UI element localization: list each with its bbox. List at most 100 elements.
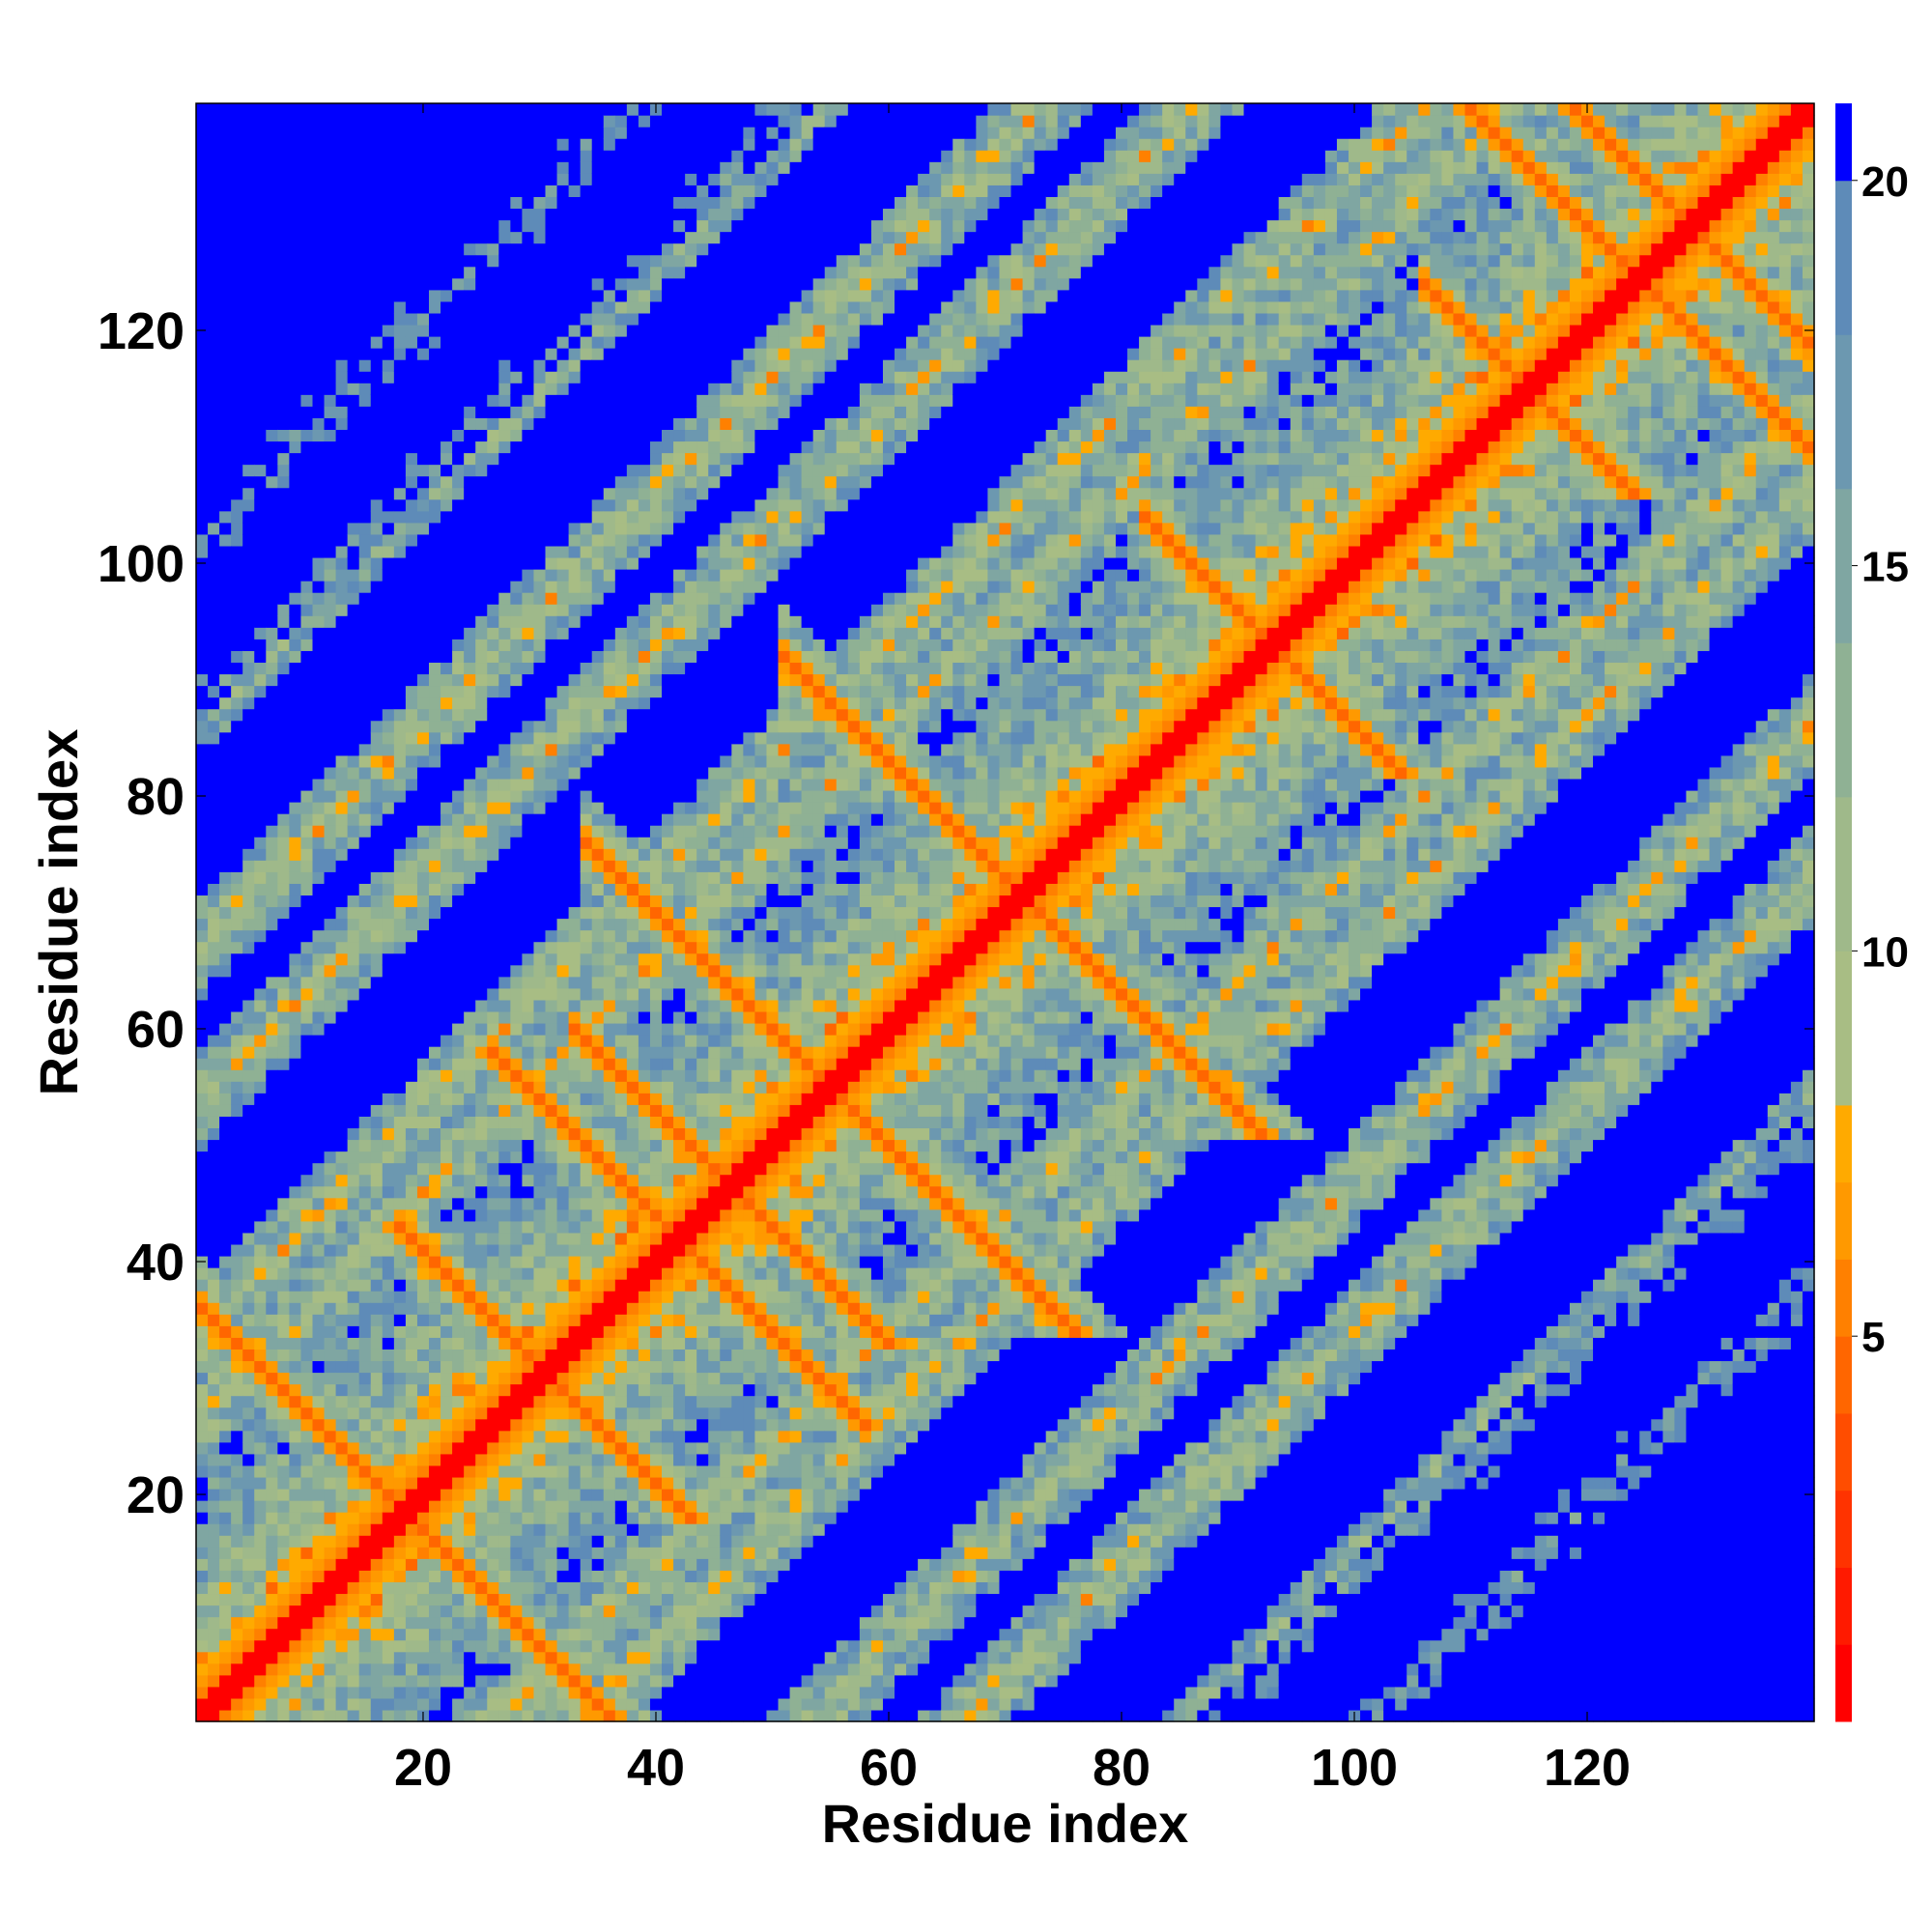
heatmap-cell — [289, 871, 302, 884]
heatmap-cell — [242, 498, 255, 512]
heatmap-cell — [510, 1581, 524, 1595]
heatmap-cell — [231, 1302, 243, 1315]
heatmap-cell — [370, 883, 384, 896]
heatmap-cell — [347, 825, 360, 838]
heatmap-cell — [498, 1010, 511, 1024]
heatmap-cell — [347, 300, 360, 314]
heatmap-cell — [429, 1581, 441, 1595]
heatmap-cell — [289, 1662, 302, 1676]
heatmap-cell — [475, 1058, 488, 1070]
heatmap-cell — [382, 231, 395, 244]
heatmap-cell — [522, 277, 535, 291]
heatmap-cell — [452, 242, 465, 256]
heatmap-cell — [196, 825, 209, 838]
heatmap-cell — [393, 1279, 407, 1292]
heatmap-cell — [382, 802, 395, 814]
heatmap-cell — [475, 359, 488, 372]
heatmap-cell — [416, 1035, 430, 1047]
heatmap-cell — [312, 277, 326, 291]
heatmap-cell — [208, 999, 220, 1012]
heatmap-cell — [382, 615, 395, 628]
heatmap-cell — [382, 1314, 395, 1326]
heatmap-cell — [370, 673, 384, 687]
heatmap-cell — [382, 371, 395, 384]
heatmap-cell — [289, 592, 302, 605]
heatmap-cell — [580, 185, 593, 197]
heatmap-cell — [358, 254, 372, 268]
heatmap-cell — [231, 1185, 243, 1199]
heatmap-cell — [219, 941, 232, 954]
heatmap-cell — [416, 185, 430, 197]
heatmap-cell — [370, 1162, 384, 1176]
heatmap-cell — [568, 103, 582, 116]
heatmap-cell — [300, 1162, 314, 1176]
heatmap-cell — [580, 1162, 593, 1176]
heatmap-cell — [416, 1697, 430, 1711]
heatmap-cell — [335, 1570, 349, 1582]
heatmap-cell — [382, 581, 395, 593]
heatmap-cell — [603, 743, 616, 756]
heatmap-cell — [568, 1069, 582, 1082]
heatmap-cell — [277, 1093, 290, 1105]
heatmap-cell — [208, 452, 220, 466]
heatmap-cell — [254, 1697, 267, 1711]
heatmap-cell — [533, 312, 547, 326]
heatmap-cell — [358, 1197, 372, 1210]
heatmap-cell — [522, 615, 535, 628]
heatmap-cell — [312, 1127, 326, 1141]
heatmap-cell — [312, 1162, 326, 1176]
heatmap-cell — [452, 336, 465, 349]
heatmap-cell — [429, 987, 441, 1001]
heatmap-cell — [358, 1523, 372, 1536]
heatmap-cell — [300, 708, 314, 722]
heatmap-cell — [452, 1547, 465, 1559]
heatmap-cell — [416, 1255, 430, 1268]
heatmap-cell — [347, 1197, 360, 1210]
heatmap-cell — [464, 1581, 476, 1595]
heatmap-cell — [591, 1232, 605, 1245]
heatmap-cell — [312, 475, 326, 489]
heatmap-cell — [416, 976, 430, 989]
heatmap-cell — [533, 1488, 547, 1501]
heatmap-cell — [498, 696, 511, 710]
heatmap-cell — [312, 1093, 326, 1105]
heatmap-cell — [510, 1605, 524, 1618]
heatmap-cell — [393, 115, 407, 128]
heatmap-cell — [289, 208, 302, 221]
heatmap-cell — [196, 1302, 209, 1315]
heatmap-cell — [487, 1558, 499, 1571]
heatmap-cell — [568, 1547, 582, 1559]
heatmap-cell — [370, 627, 384, 639]
heatmap-cell — [324, 1372, 337, 1385]
heatmap-cell — [289, 1464, 302, 1478]
heatmap-cell — [580, 1151, 593, 1164]
heatmap-cell — [603, 1500, 616, 1513]
heatmap-cell — [429, 1570, 441, 1582]
heatmap-cell — [347, 1046, 360, 1059]
heatmap-cell — [347, 1453, 360, 1466]
heatmap-cell — [393, 825, 407, 838]
heatmap-cell — [545, 277, 558, 291]
heatmap-cell — [300, 324, 314, 337]
heatmap-cell — [498, 1255, 511, 1268]
heatmap-cell — [231, 1255, 243, 1268]
heatmap-cell — [335, 1360, 349, 1374]
heatmap-cell — [266, 266, 278, 279]
heatmap-cell — [277, 1010, 290, 1024]
heatmap-cell — [591, 754, 605, 768]
heatmap-cell — [533, 266, 547, 279]
heatmap-cell — [242, 1476, 255, 1490]
heatmap-cell — [416, 1291, 430, 1303]
heatmap-cell — [335, 1151, 349, 1164]
heatmap-cell — [347, 976, 360, 989]
heatmap-cell — [370, 1476, 384, 1490]
heatmap-cell — [591, 802, 605, 814]
heatmap-cell — [324, 662, 337, 675]
heatmap-cell — [231, 778, 243, 791]
heatmap-cell — [358, 1022, 372, 1036]
heatmap-cell — [580, 918, 593, 931]
heatmap-cell — [452, 498, 465, 512]
heatmap-cell — [266, 662, 278, 675]
heatmap-cell — [487, 615, 499, 628]
heatmap-cell — [464, 1349, 476, 1362]
